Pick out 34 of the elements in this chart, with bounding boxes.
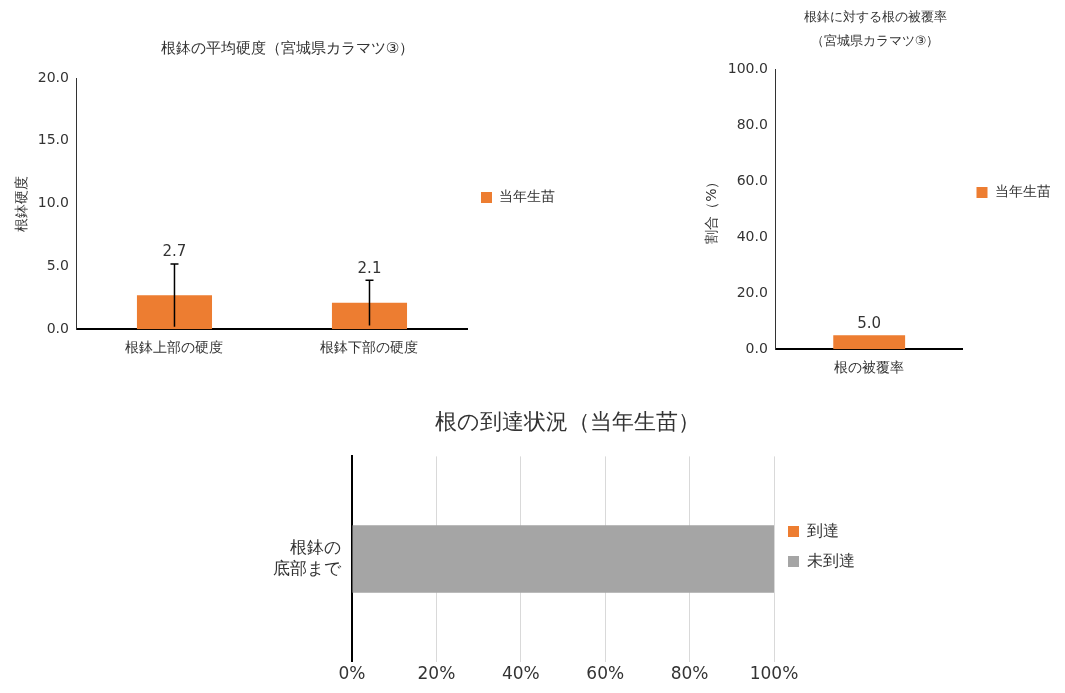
legend-label: 当年生苗 (994, 183, 1051, 200)
y-tick-label: 60.0 (736, 171, 768, 188)
x-tick-label: 根鉢下部の硬度 (320, 339, 419, 356)
y-tick-label: 10.0 (37, 194, 69, 211)
x-tick-label: 100% (749, 663, 799, 684)
chart-title: 根の到達状況（当年生苗） (435, 408, 700, 434)
y-tick-label: 0.0 (46, 319, 69, 336)
y-tick-label: 5.0 (46, 257, 69, 274)
x-tick-label: 根鉢上部の硬度 (125, 339, 224, 356)
chart-subtitle: （宮城県カラマツ③） (810, 32, 940, 48)
x-tick-label: 40% (501, 663, 540, 684)
data-label: 5.0 (857, 313, 882, 332)
y-axis-title: 割合（%） (703, 174, 720, 244)
x-tick-label: 0% (338, 663, 366, 684)
x-tick-label: 20% (417, 663, 456, 684)
y-tick-label: 40.0 (736, 227, 768, 244)
x-tick-label: 60% (586, 663, 625, 684)
y-tick-label: 100.0 (727, 59, 768, 76)
legend-label: 未到達 (807, 550, 855, 570)
x-tick-label: 根の被覆率 (834, 359, 905, 376)
y-tick-label: 80.0 (736, 115, 768, 132)
y-tick-label: 0.0 (745, 339, 768, 356)
y-axis-title: 根鉢硬度 (13, 175, 30, 232)
y-tick-label: 20.0 (37, 68, 69, 85)
data-label: 2.7 (162, 242, 187, 261)
x-tick-label: 80% (670, 663, 709, 684)
legend-label: 当年生苗 (499, 188, 555, 205)
data-label: 2.1 (357, 258, 382, 277)
y-tick-label: 20.0 (736, 283, 768, 300)
chart-title: 根鉢の平均硬度（宮城県カラマツ③） (160, 38, 415, 57)
y-tick-label: 根鉢の底部まで (273, 537, 342, 578)
legend-label: 到達 (807, 520, 839, 540)
chart-title: 根鉢に対する根の被覆率 (803, 9, 947, 25)
y-tick-label: 15.0 (37, 131, 69, 148)
